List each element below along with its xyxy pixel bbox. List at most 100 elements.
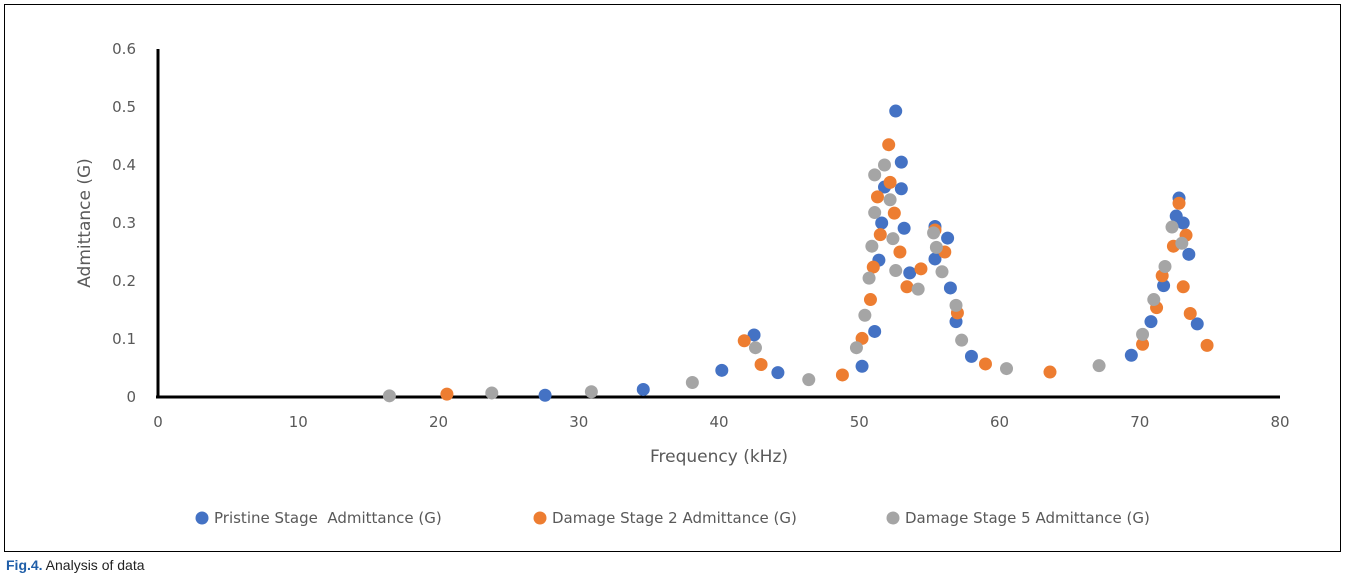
y-tick-label: 0.4 xyxy=(112,156,136,174)
data-point-series-3 xyxy=(955,333,969,347)
data-point-series-2 xyxy=(440,387,454,401)
data-point-series-2 xyxy=(1200,338,1214,352)
data-point-series-1 xyxy=(868,324,882,338)
data-point-series-2 xyxy=(887,206,901,220)
data-point-series-3 xyxy=(889,264,903,278)
figure-frame: 0 0.1 0.2 0.3 0.4 0.5 0.6 0 10 20 30 40 50 60 70 80 Fr… xyxy=(4,4,1341,552)
y-axis-ticks: 0 0.1 0.2 0.3 0.4 0.5 0.6 xyxy=(112,40,136,406)
figure-caption: Fig.4. Analysis of data xyxy=(6,557,145,573)
data-point-series-1 xyxy=(1190,317,1204,331)
x-tick-label: 80 xyxy=(1270,413,1289,431)
data-point-series-1 xyxy=(636,382,650,396)
data-point-series-3 xyxy=(1000,362,1014,376)
data-points xyxy=(382,104,1214,403)
data-point-series-3 xyxy=(935,265,949,279)
data-point-series-3 xyxy=(1158,260,1172,273)
data-point-series-2 xyxy=(873,228,887,242)
data-point-series-1 xyxy=(771,366,785,380)
data-point-series-2 xyxy=(870,190,884,204)
data-point-series-3 xyxy=(802,373,816,387)
data-point-series-3 xyxy=(868,206,882,220)
data-point-series-3 xyxy=(949,298,963,312)
data-point-series-3 xyxy=(927,226,941,240)
data-point-series-1 xyxy=(1176,216,1190,230)
x-tick-label: 50 xyxy=(850,413,869,431)
data-point-series-1 xyxy=(894,182,908,196)
caption-text: Analysis of data xyxy=(42,557,145,573)
figure-number: Fig.4. xyxy=(6,557,43,573)
x-tick-label: 70 xyxy=(1130,413,1149,431)
data-point-series-2 xyxy=(914,262,928,276)
data-point-series-1 xyxy=(903,266,917,280)
data-point-series-1 xyxy=(889,104,903,118)
data-point-series-1 xyxy=(897,221,911,235)
scatter-chart: 0 0.1 0.2 0.3 0.4 0.5 0.6 0 10 20 30 40 50 60 70 80 Fr… xyxy=(75,40,1290,527)
data-point-series-2 xyxy=(883,175,897,189)
data-point-series-3 xyxy=(1165,220,1179,234)
data-point-series-2 xyxy=(737,334,751,348)
data-point-series-2 xyxy=(1176,280,1190,294)
data-point-series-3 xyxy=(584,385,598,399)
data-point-series-2 xyxy=(882,138,896,152)
data-point-series-2 xyxy=(1136,337,1150,351)
data-point-series-3 xyxy=(858,308,872,322)
x-tick-label: 10 xyxy=(289,413,308,431)
data-point-series-3 xyxy=(485,386,499,400)
legend-label: Damage Stage 5 Admittance (G) xyxy=(905,509,1150,527)
data-point-series-3 xyxy=(1092,359,1106,373)
data-point-series-1 xyxy=(894,155,908,169)
data-point-series-1 xyxy=(1144,315,1158,329)
data-point-series-3 xyxy=(862,271,876,285)
data-point-series-1 xyxy=(538,388,552,402)
data-point-series-3 xyxy=(1175,236,1189,250)
data-point-series-1 xyxy=(928,252,942,266)
data-point-series-3 xyxy=(382,389,396,403)
data-point-series-3 xyxy=(911,282,925,296)
y-tick-label: 0.6 xyxy=(112,40,136,58)
legend: Pristine Stage Admittance (G) Damage Stag… xyxy=(195,509,1150,527)
data-point-series-3 xyxy=(886,232,900,246)
y-tick-label: 0.1 xyxy=(112,330,136,348)
data-point-series-3 xyxy=(868,168,882,182)
data-point-series-1 xyxy=(1182,247,1196,261)
x-axis-title: Frequency (kHz) xyxy=(650,447,788,467)
data-point-series-1 xyxy=(875,216,889,230)
y-axis-title: Admittance (G) xyxy=(75,158,95,288)
x-tick-label: 20 xyxy=(429,413,448,431)
x-tick-label: 40 xyxy=(709,413,728,431)
data-point-series-3 xyxy=(748,341,762,355)
data-point-series-3 xyxy=(685,376,699,389)
data-point-series-1 xyxy=(747,328,761,342)
data-point-series-3 xyxy=(877,158,891,172)
legend-label: Pristine Stage Admittance (G) xyxy=(214,509,442,527)
data-point-series-1 xyxy=(943,281,957,295)
data-point-series-2 xyxy=(863,293,877,307)
y-tick-label: 0.2 xyxy=(112,272,136,290)
data-point-series-2 xyxy=(1172,196,1186,210)
legend-label: Damage Stage 2 Admittance (G) xyxy=(552,509,797,527)
data-point-series-1 xyxy=(941,231,955,245)
data-point-series-2 xyxy=(900,280,914,294)
data-point-series-2 xyxy=(866,260,880,274)
legend-marker xyxy=(195,511,209,525)
data-point-series-1 xyxy=(1124,348,1138,362)
x-axis-ticks: 0 10 20 30 40 50 60 70 80 xyxy=(153,413,1289,431)
data-point-series-2 xyxy=(893,245,907,259)
data-point-series-3 xyxy=(929,240,943,254)
data-point-series-3 xyxy=(849,341,863,355)
data-point-series-2 xyxy=(1043,365,1057,379)
data-point-series-1 xyxy=(964,349,978,363)
data-point-series-3 xyxy=(883,193,897,207)
legend-marker xyxy=(533,511,547,525)
data-point-series-2 xyxy=(754,358,768,372)
x-tick-label: 0 xyxy=(153,413,163,431)
data-point-series-2 xyxy=(1183,306,1197,320)
data-point-series-1 xyxy=(855,359,869,373)
y-tick-label: 0.5 xyxy=(112,98,136,116)
data-point-series-1 xyxy=(1157,279,1171,293)
data-point-series-3 xyxy=(865,239,879,253)
y-tick-label: 0.3 xyxy=(112,214,136,232)
legend-marker xyxy=(886,511,900,525)
data-point-series-2 xyxy=(835,368,849,382)
data-point-series-3 xyxy=(1136,327,1150,341)
